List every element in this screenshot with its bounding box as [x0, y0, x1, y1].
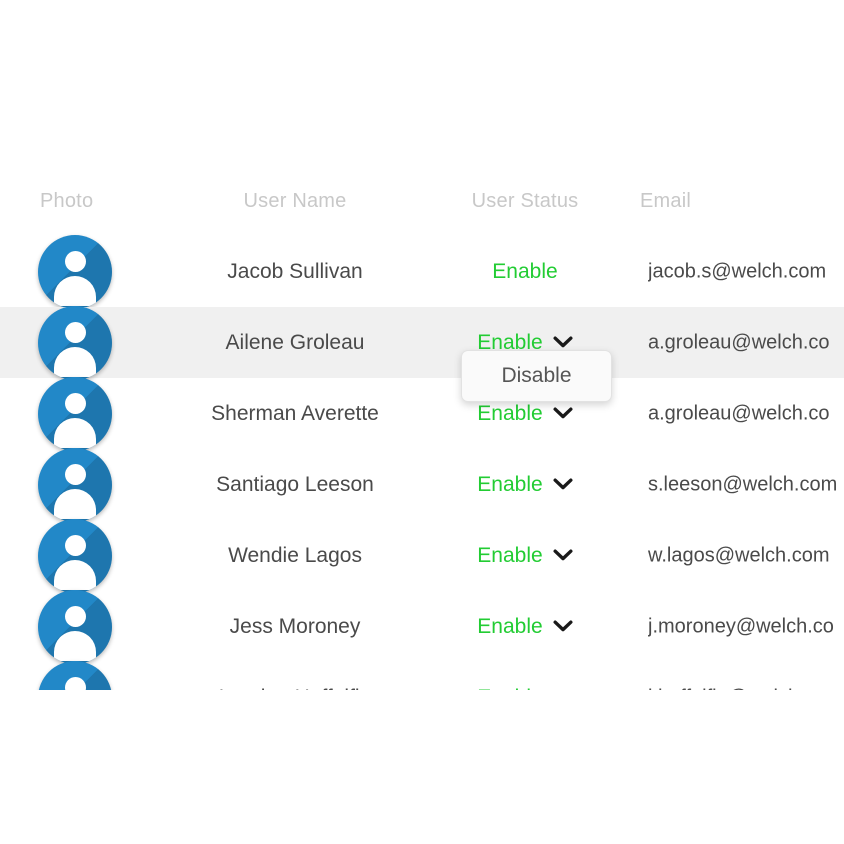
user-avatar-icon [38, 234, 112, 309]
table-row[interactable]: Sherman Averette Enable a.groleau@welch.co [0, 376, 844, 451]
status-label: Enable [477, 543, 543, 567]
avatar-body [54, 488, 96, 519]
user-status-cell[interactable]: Enable [440, 615, 610, 639]
user-email-cell: a.groleau@welch.co [648, 331, 830, 353]
user-name-cell: Ailene Groleau [225, 330, 365, 354]
user-table: Photo User Name User Status Email Jacob … [0, 190, 844, 690]
table-row[interactable]: Jacob Sullivan Enable jacob.s@welch.com [0, 234, 844, 309]
status-label: Enable [477, 614, 543, 638]
user-status-cell[interactable]: Enable [440, 331, 610, 355]
avatar-head [64, 250, 86, 272]
user-name-cell: Laurine Haffelfin [155, 686, 435, 691]
status-label: Enable [477, 686, 542, 691]
column-header-user-status: User Status [471, 190, 579, 212]
table-header-row: Photo User Name User Status Email [0, 190, 844, 236]
user-name-cell: Jacob Sullivan [227, 259, 363, 283]
chevron-down-icon[interactable] [553, 407, 573, 420]
table-row[interactable]: Santiago Leeson Enable s.leeson@welch.com [0, 447, 844, 522]
user-name-cell: Santiago Leeson [216, 472, 374, 496]
user-email-cell: j.moroney@welch.co [648, 615, 834, 637]
table-body: Jacob Sullivan Enable jacob.s@welch.com Ail… [0, 234, 844, 691]
chevron-down-icon[interactable] [553, 478, 573, 491]
user-photo-cell [38, 305, 112, 380]
user-avatar-icon [38, 305, 112, 380]
user-status-cell[interactable]: Enable [440, 260, 610, 284]
chevron-down-icon[interactable] [553, 336, 573, 349]
user-name-cell: Jess Moroney [229, 614, 361, 638]
user-photo-cell [38, 376, 112, 451]
user-email-cell: s.leeson@welch.com [648, 473, 838, 495]
column-header-photo: Photo [40, 190, 94, 212]
table-row[interactable]: Jess Moroney Enable j.moroney@welch.co [0, 589, 844, 664]
avatar-head [64, 392, 86, 414]
status-label: Enable [477, 330, 543, 354]
user-status-cell[interactable]: Enable [440, 544, 610, 568]
user-photo-cell [38, 660, 112, 690]
user-avatar-icon [38, 589, 112, 664]
user-email-cell: w.lagos@welch.com [648, 544, 830, 566]
avatar-body [54, 275, 96, 306]
chevron-down-icon[interactable] [553, 549, 573, 562]
user-name-cell: Wendie Lagos [228, 543, 362, 567]
column-header-email: Email [640, 190, 692, 212]
user-avatar-icon [38, 660, 112, 690]
dropdown-option-disable[interactable]: Disable [501, 364, 572, 387]
user-photo-cell [38, 234, 112, 309]
avatar-body [54, 346, 96, 377]
status-label: Enable [477, 401, 543, 425]
avatar-head [64, 676, 86, 690]
avatar-body [54, 559, 96, 590]
user-email-cell: l.haffelfin@welch.co [648, 686, 844, 690]
user-avatar-icon [38, 518, 112, 593]
user-avatar-icon [38, 447, 112, 522]
user-photo-cell [38, 518, 112, 593]
avatar-body [54, 417, 96, 448]
avatar-head [64, 321, 86, 343]
avatar-head [64, 605, 86, 627]
user-status-cell[interactable]: Enable [440, 402, 610, 426]
user-status-cell[interactable]: Enable [440, 473, 610, 497]
user-avatar-icon [38, 376, 112, 451]
user-photo-cell [38, 589, 112, 664]
status-dropdown-menu[interactable]: Disable [461, 350, 612, 402]
user-photo-cell [38, 447, 112, 522]
table-row[interactable]: Ailene Groleau Enable a.groleau@welch.co [0, 305, 844, 380]
avatar-head [64, 534, 86, 556]
user-status-cell[interactable]: Enable [440, 686, 610, 691]
user-email-cell: a.groleau@welch.co [648, 402, 830, 424]
avatar-head [64, 463, 86, 485]
avatar-body [54, 630, 96, 661]
user-name-cell: Sherman Averette [211, 401, 379, 425]
status-label: Enable [477, 472, 543, 496]
table-row[interactable]: Wendie Lagos Enable w.lagos@welch.com [0, 518, 844, 593]
column-header-user-name: User Name [243, 190, 347, 212]
table-row[interactable]: Laurine Haffelfin Enable l.haffelfin@welch… [0, 660, 844, 691]
status-label: Enable [492, 259, 558, 283]
chevron-down-icon[interactable] [553, 620, 573, 633]
user-email-cell: jacob.s@welch.com [648, 260, 827, 282]
